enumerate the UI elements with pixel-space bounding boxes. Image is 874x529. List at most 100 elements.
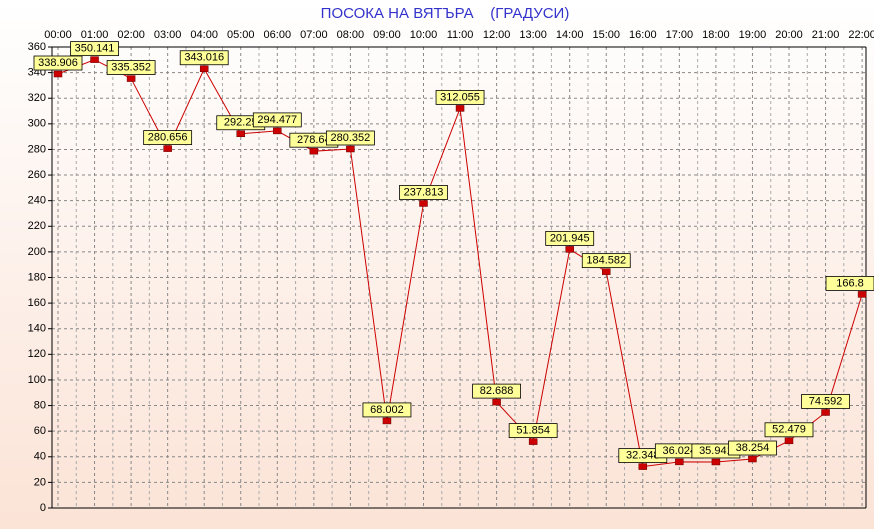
y-tick-label: 180: [28, 271, 46, 283]
y-tick-label: 320: [28, 92, 46, 104]
x-tick-label: 17:00: [666, 29, 694, 41]
marker: [199, 65, 209, 72]
marker: [163, 145, 172, 152]
data-label-box: [143, 130, 193, 146]
data-label: 312.055: [440, 91, 480, 103]
data-label-box: [435, 89, 485, 105]
chart-title: ПОСОКА НА ВЯТЪРА (ГРАДУСИ): [321, 5, 570, 22]
x-tick-label: 11:00: [447, 29, 474, 41]
y-tick-label: 140: [28, 323, 46, 335]
y-tick-label: 20: [34, 476, 46, 488]
data-label: 278.64: [297, 134, 331, 146]
marker: [309, 147, 319, 155]
x-tick-label: 09:00: [373, 29, 401, 41]
y-tick-label: 260: [28, 169, 46, 181]
data-label: 280.352: [331, 132, 371, 144]
data-label-box: [399, 185, 448, 200]
x-tick-label: 04:00: [190, 29, 218, 41]
marker: [273, 127, 282, 135]
data-label: 350.141: [75, 43, 115, 55]
marker: [419, 200, 428, 207]
data-label-box: [106, 60, 156, 75]
marker: [236, 130, 245, 138]
data-label-box: [33, 55, 83, 71]
data-label: 32.348: [626, 449, 660, 461]
marker: [126, 75, 136, 82]
data-label: 294.477: [257, 114, 297, 126]
marker: [90, 56, 99, 63]
data-label: 280.656: [148, 132, 188, 144]
marker: [857, 291, 867, 298]
data-label-box: [764, 422, 814, 438]
x-tick-label: 10:00: [410, 29, 438, 41]
y-tick-label: 240: [28, 195, 46, 207]
y-tick-label: 280: [28, 143, 46, 155]
marker: [382, 417, 392, 425]
y-tick-label: 100: [28, 374, 46, 386]
x-tick-label: 14:00: [556, 29, 584, 41]
x-tick-label: 02:00: [117, 29, 145, 41]
data-label-box: [728, 440, 777, 456]
data-label-box: [825, 276, 874, 291]
data-label-box: [362, 402, 412, 418]
y-tick-label: 220: [28, 220, 46, 232]
marker: [455, 105, 465, 112]
x-tick-label: 18:00: [702, 29, 730, 41]
marker: [492, 398, 501, 406]
data-label: 51.854: [516, 425, 550, 437]
marker: [638, 463, 648, 470]
data-label: 166.8: [836, 277, 864, 289]
data-label-box: [472, 383, 522, 399]
data-label-box: [801, 394, 850, 409]
x-tick-label: 20:00: [775, 29, 803, 41]
data-label-box: [508, 423, 558, 438]
data-label-box: [252, 112, 302, 128]
x-tick-label: 22:00: [848, 29, 874, 41]
data-label: 201.945: [550, 232, 590, 244]
x-tick-label: 03:00: [154, 29, 182, 41]
x-tick-label: 19:00: [739, 29, 767, 41]
marker: [748, 455, 757, 463]
data-label-box: [179, 50, 229, 66]
data-label: 184.582: [586, 255, 626, 267]
data-label: 338.906: [38, 57, 78, 69]
x-tick-label: 13:00: [519, 29, 547, 41]
marker: [565, 246, 574, 253]
data-label: 335.352: [111, 61, 151, 73]
marker: [784, 437, 794, 445]
x-tick-label: 21:00: [812, 29, 840, 41]
data-label: 343.016: [184, 52, 224, 64]
marker: [675, 458, 684, 466]
x-tick-label: 15:00: [592, 29, 620, 41]
x-tick-label: 08:00: [337, 29, 365, 41]
x-tick-label: 05:00: [227, 29, 255, 41]
marker: [602, 268, 611, 275]
marker: [528, 438, 538, 445]
data-label-box: [325, 130, 375, 146]
y-tick-label: 120: [28, 348, 46, 360]
x-tick-label: 07:00: [300, 29, 328, 41]
data-label: 237.813: [404, 186, 444, 198]
data-label: 52.479: [772, 424, 806, 436]
data-label: 82.688: [480, 385, 514, 397]
y-tick-label: 200: [28, 246, 46, 258]
data-label: 36.024: [663, 445, 697, 457]
y-tick-label: 300: [28, 118, 46, 130]
marker: [346, 145, 355, 153]
marker: [53, 70, 63, 78]
x-tick-label: 00:00: [44, 29, 72, 41]
x-tick-label: 12:00: [483, 29, 511, 41]
data-label: 38.254: [736, 442, 770, 454]
data-label-box: [545, 230, 595, 246]
x-tick-label: 06:00: [264, 29, 292, 41]
y-tick-label: 360: [28, 41, 46, 53]
x-tick-label: 01:00: [81, 29, 109, 41]
marker: [821, 409, 830, 416]
x-tick-label: 16:00: [629, 29, 657, 41]
data-label: 35.941: [699, 445, 733, 457]
y-tick-label: 160: [28, 297, 46, 309]
data-label-box: [70, 41, 119, 57]
marker: [711, 458, 721, 466]
data-label: 68.002: [370, 404, 404, 416]
y-tick-label: 80: [34, 399, 46, 411]
